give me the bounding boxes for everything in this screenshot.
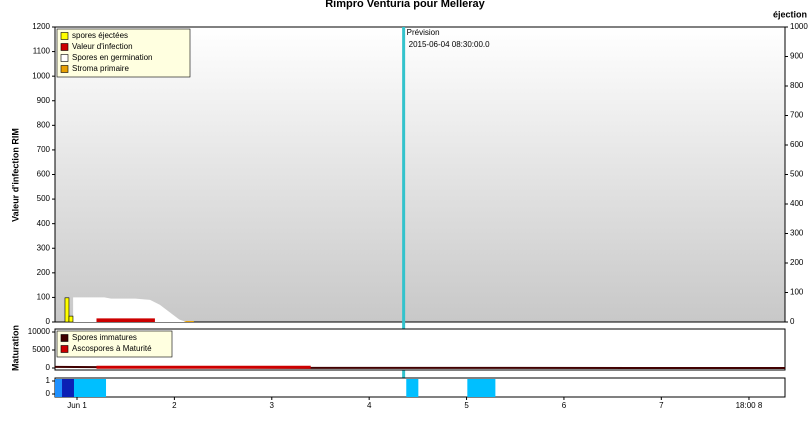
y-tick-label: 600 <box>37 170 51 179</box>
annotation-text: 2015-06-04 08:30:00.0 <box>409 40 491 49</box>
legend-box <box>56 28 191 78</box>
x-tick-label: 18:00 8 <box>736 401 763 410</box>
bar <box>68 315 74 323</box>
x-tick-label: 7 <box>659 401 664 410</box>
y2-tick-label: 600 <box>790 140 804 149</box>
x-tick-label: 4 <box>367 401 372 410</box>
y-tick-label: 5000 <box>32 345 50 354</box>
x-tick-label: 2 <box>172 401 177 410</box>
legend-label: Valeur d'infection <box>72 42 133 51</box>
legend-label: Ascospores à Maturité <box>72 344 152 353</box>
plot-area <box>54 328 786 371</box>
y2-tick-label: 900 <box>790 52 804 61</box>
annotation-label: Prévision <box>407 28 440 37</box>
legend-swatch <box>60 65 69 73</box>
legend-label: Spores immatures <box>72 333 137 342</box>
legend-swatch <box>60 54 69 62</box>
legend-label: Spores en germination <box>72 53 153 62</box>
y2-tick-label: 800 <box>790 81 804 90</box>
y-tick-label: 100 <box>37 293 51 302</box>
y-tick-label: 200 <box>37 268 51 277</box>
legend-swatch <box>60 345 69 353</box>
y2-tick-label: 300 <box>790 229 804 238</box>
y-tick-label: 300 <box>37 243 51 252</box>
y2-tick-label: 100 <box>790 288 804 297</box>
legend-label: Stroma primaire <box>72 64 129 73</box>
y-tick-label: 0 <box>46 389 51 398</box>
span <box>467 379 496 397</box>
y-tick-label: 500 <box>37 194 51 203</box>
y-tick-label: 1000 <box>32 71 50 80</box>
area <box>73 297 187 322</box>
y2-tick-label: 500 <box>790 170 804 179</box>
legend-swatch <box>60 334 69 342</box>
legend-swatch <box>60 32 69 40</box>
y-tick-label: 1200 <box>32 22 50 31</box>
legend-swatch <box>60 43 69 51</box>
span <box>406 379 419 397</box>
y-tick-label: 1 <box>46 376 51 385</box>
span <box>62 379 74 397</box>
y-axis-label: Valeur d'infection RIM <box>10 128 20 222</box>
y2-tick-label: 700 <box>790 111 804 120</box>
y-tick-label: 0 <box>46 363 51 372</box>
y-tick-label: 700 <box>37 145 51 154</box>
legend-box <box>56 330 173 358</box>
y-tick-label: 800 <box>37 120 51 129</box>
y2-tick-label: 1000 <box>790 22 808 31</box>
y-tick-label: 900 <box>37 96 51 105</box>
y2-tick-label: 0 <box>790 317 795 326</box>
x-tick-label: 5 <box>464 401 469 410</box>
y-axis-label: Maturation <box>10 325 20 371</box>
x-tick-label: 3 <box>270 401 275 410</box>
legend-label: spores éjectées <box>72 31 128 40</box>
y-tick-label: 1100 <box>33 47 51 56</box>
y-tick-label: 0 <box>46 317 51 326</box>
span <box>73 379 107 397</box>
x-tick-label: Jun 1 <box>67 401 87 410</box>
y2-axis-label: éjection <box>773 9 807 19</box>
chart-title: Rimpro Venturia pour Melleray <box>325 0 485 10</box>
plot-area <box>54 377 786 398</box>
y2-tick-label: 200 <box>790 258 804 267</box>
span <box>55 379 63 397</box>
bar <box>64 297 70 323</box>
x-tick-label: 6 <box>562 401 567 410</box>
y-tick-label: 400 <box>37 219 51 228</box>
y-tick-label: 10000 <box>28 327 51 336</box>
area <box>184 321 194 322</box>
y2-tick-label: 400 <box>790 199 804 208</box>
area <box>96 318 155 322</box>
